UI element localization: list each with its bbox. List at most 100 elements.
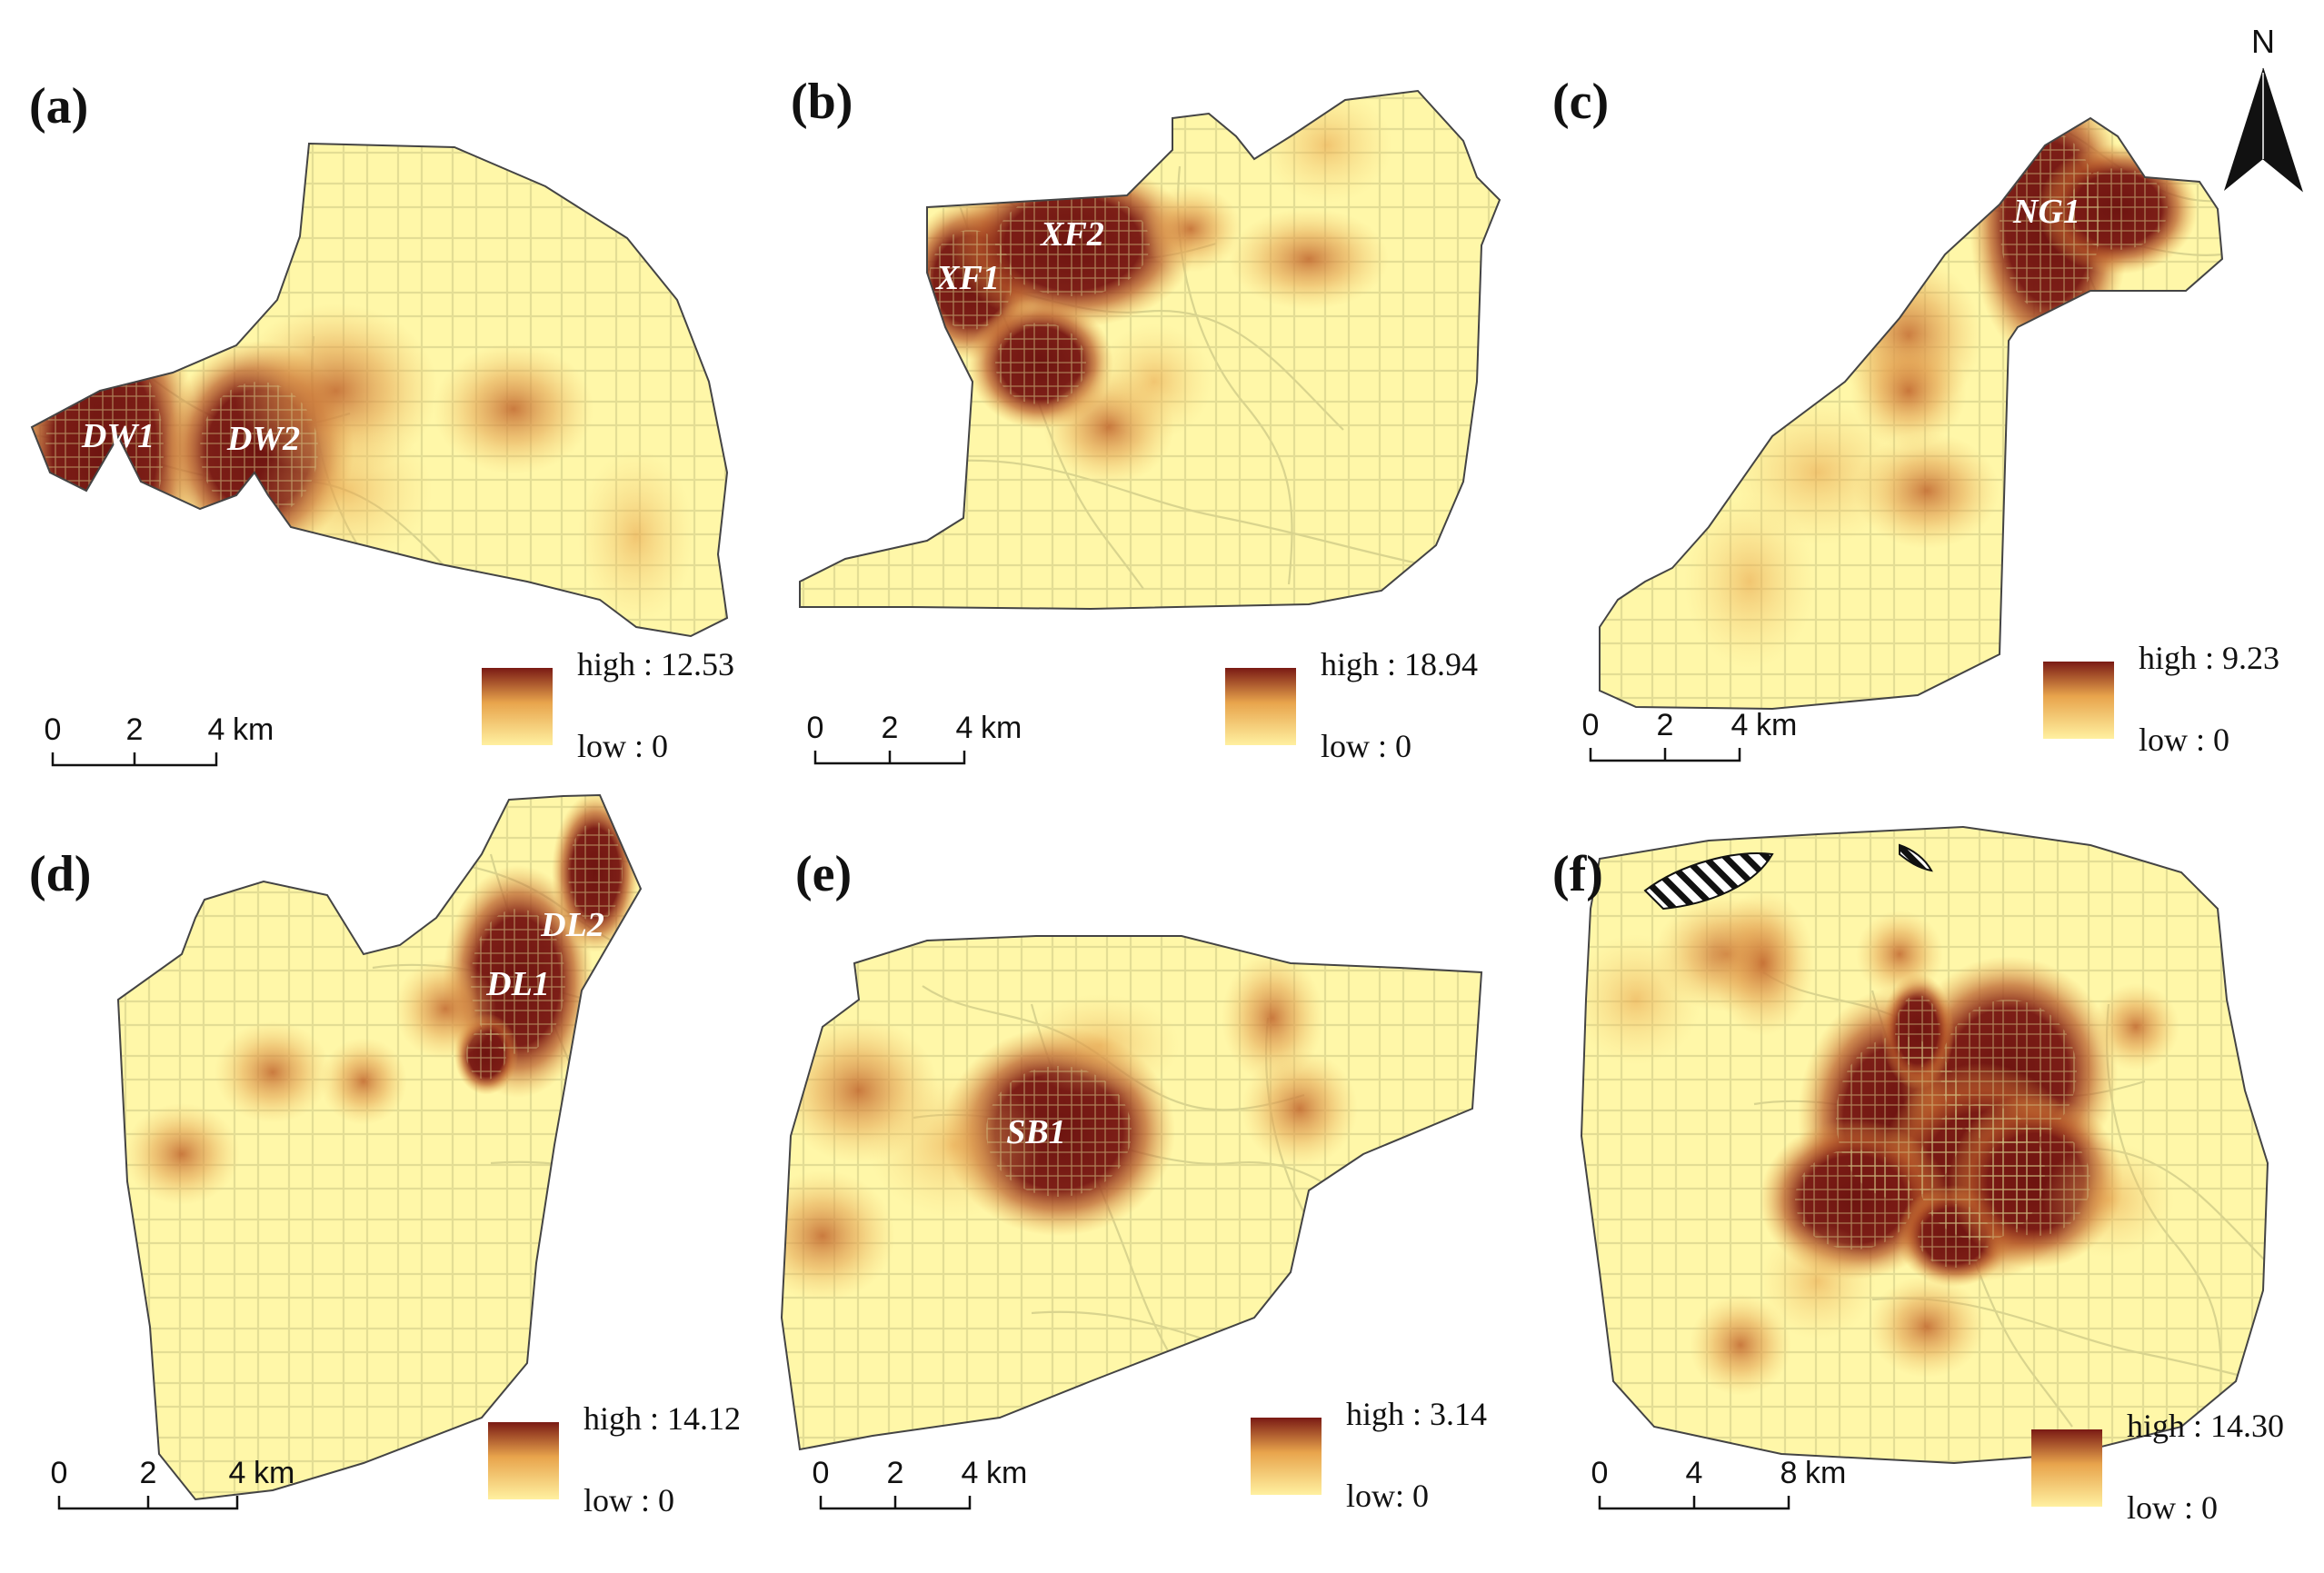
scale-bar: 0 4 8 km xyxy=(1591,1456,1846,1510)
legend-color-ramp xyxy=(1251,1418,1322,1495)
scale-unit-label: km xyxy=(254,1456,294,1490)
scale-bar: 0 2 4 km xyxy=(51,1456,294,1510)
excluded-area xyxy=(1899,843,1933,872)
scale-bar-line xyxy=(819,1496,972,1510)
legend-low-label: low : 0 xyxy=(2139,722,2229,758)
density-hotspot xyxy=(1140,185,1242,273)
scale-bar-line xyxy=(57,1496,239,1510)
scale-tick-label: 4 xyxy=(208,712,225,747)
scale-bar-line xyxy=(51,752,218,767)
density-hotspot xyxy=(1690,1294,1791,1396)
dense-streets xyxy=(986,1066,1132,1197)
scale-tick-label: 8 xyxy=(1780,1456,1798,1490)
dense-streets xyxy=(568,822,623,922)
legend-high-label: high : 3.14 xyxy=(1346,1396,1487,1432)
legend-high-label: high : 14.12 xyxy=(583,1400,741,1437)
scale-tick-label: 2 xyxy=(882,711,899,745)
scale-bar: 0 2 4 km xyxy=(45,712,274,767)
dense-streets xyxy=(1895,995,1940,1068)
district-boundary xyxy=(30,142,729,638)
legend-high-label: high : 18.94 xyxy=(1321,646,1478,682)
district-boundary xyxy=(1599,116,2224,711)
legend-color-ramp xyxy=(488,1422,559,1499)
scale-tick-label: 4 xyxy=(229,1456,246,1490)
density-hotspot xyxy=(394,958,496,1060)
density-hotspot xyxy=(1229,208,1389,310)
scale-tick-label: 2 xyxy=(1657,708,1674,742)
scale-unit-label: km xyxy=(1756,708,1797,742)
dense-streets xyxy=(1795,1150,1913,1249)
scale-bar-line xyxy=(1598,1496,1790,1510)
dense-streets xyxy=(471,909,565,1054)
panel-label: (f) xyxy=(1552,846,1603,902)
density-hotspot xyxy=(1712,891,1814,1036)
legend-color-ramp xyxy=(482,668,553,745)
scale-tick-label: 4 xyxy=(1686,1456,1703,1490)
scale-tick-label: 4 xyxy=(956,711,973,745)
legend-low-label: low : 0 xyxy=(1321,728,1411,764)
scale-unit-label: km xyxy=(1805,1456,1846,1490)
density-hotspot xyxy=(1869,1276,1985,1378)
district-boundary xyxy=(799,89,1501,611)
density-hotspot xyxy=(1850,333,1967,449)
north-label: N xyxy=(2251,23,2275,60)
dense-streets xyxy=(1981,1127,2090,1236)
density-hotspot xyxy=(1731,400,1905,545)
scale-tick-label: 0 xyxy=(1582,708,1600,742)
density-hotspot xyxy=(1856,911,1943,998)
scale-bar: 0 2 4 km xyxy=(813,1456,1027,1510)
scale-unit-label: km xyxy=(981,711,1022,745)
hotspot-label: DL2 xyxy=(540,906,604,944)
scale-tick-label: 2 xyxy=(887,1456,904,1490)
panel-label: (c) xyxy=(1552,74,1609,130)
north-arrow-right xyxy=(2262,67,2303,193)
scale-tick-label: 0 xyxy=(45,712,62,747)
scale-bar: 0 2 4 km xyxy=(1582,708,1797,762)
north-arrow-left xyxy=(2224,68,2263,191)
road xyxy=(943,459,1453,572)
panel-label: (d) xyxy=(29,846,91,902)
density-hotspot xyxy=(214,1021,331,1123)
district-boundary xyxy=(116,793,643,1501)
legend-low-label: low : 0 xyxy=(2127,1489,2218,1526)
density-hotspot xyxy=(782,1170,895,1301)
dense-streets xyxy=(1918,1204,1990,1268)
scale-unit-label: km xyxy=(986,1456,1027,1490)
density-hotspot xyxy=(1760,1223,1876,1339)
density-hotspot xyxy=(320,1038,407,1125)
density-hotspot xyxy=(124,1103,240,1205)
panel-label: (b) xyxy=(791,74,853,130)
district-boundary xyxy=(780,935,1483,1451)
legend-color-ramp xyxy=(2043,662,2114,739)
scale-tick-label: 0 xyxy=(813,1456,830,1490)
scale-tick-label: 2 xyxy=(140,1456,157,1490)
scale-bar-line xyxy=(1589,748,1741,762)
scale-bar-line xyxy=(813,751,966,765)
hotspot-label: NG1 xyxy=(2012,193,2080,231)
scale-tick-label: 4 xyxy=(1731,708,1749,742)
scale-tick-label: 0 xyxy=(1591,1456,1609,1490)
map-annotations: N xyxy=(1643,23,2303,911)
dense-streets xyxy=(200,382,318,518)
density-hotspot xyxy=(1581,934,1701,1065)
scale-bar: 0 2 4 km xyxy=(807,711,1022,765)
scale-tick-label: 2 xyxy=(126,712,144,747)
density-hotspot xyxy=(1262,91,1392,204)
legend-low-label: low: 0 xyxy=(1346,1478,1429,1514)
scale-tick-label: 4 xyxy=(962,1456,979,1490)
dense-streets xyxy=(2068,168,2168,250)
legend-low-label: low : 0 xyxy=(577,728,668,764)
hotspot-label: XF1 xyxy=(935,259,1000,297)
density-hotspot xyxy=(1096,324,1212,440)
hotspot-label: SB1 xyxy=(1006,1113,1065,1151)
road xyxy=(2021,402,2222,515)
density-hotspot xyxy=(578,449,694,623)
density-hotspot xyxy=(1222,952,1323,1083)
legend-color-ramp xyxy=(2031,1429,2102,1507)
dense-streets xyxy=(995,191,1150,296)
density-hotspot xyxy=(1242,1050,1358,1167)
